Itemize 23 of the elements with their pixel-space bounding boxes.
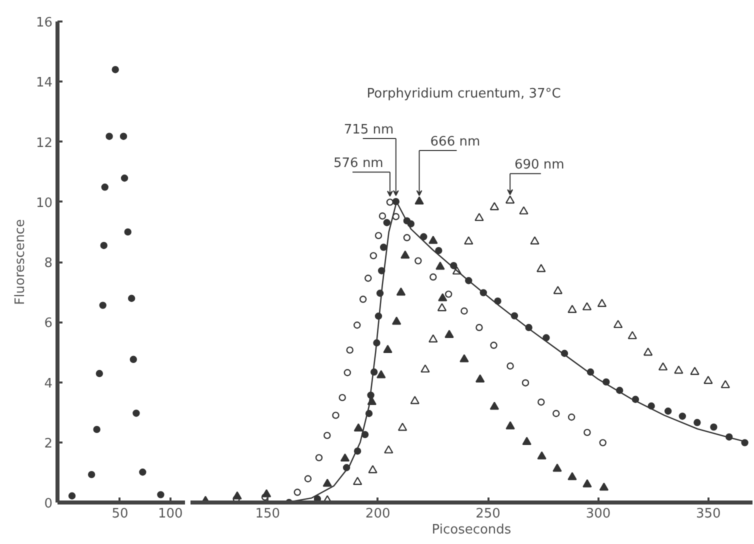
annotation: 666 nm: [430, 134, 480, 150]
y-tick-label: 16: [36, 16, 53, 30]
annotation: 576 nm: [333, 156, 384, 172]
annotation: 715 nm: [344, 122, 394, 138]
x-axis-title: Picoseconds: [432, 522, 512, 538]
y-tick-label: 10: [36, 196, 53, 211]
y-tick-label: 14: [36, 76, 53, 91]
x-tick-label: 250: [476, 506, 500, 522]
y-tick-label: 6: [44, 316, 53, 332]
y-tick-label: 2: [44, 436, 53, 452]
x-tick-label: 100: [158, 506, 183, 522]
x-tick-label: 200: [365, 506, 390, 522]
x-tick-label: 350: [696, 506, 721, 522]
y-tick-label: 8: [44, 256, 53, 271]
y-axis-title: Fluorescence: [12, 219, 28, 305]
y-tick-label: 4: [44, 376, 53, 392]
y-tick-label: 0: [44, 496, 53, 512]
y-tick-label: 12: [36, 136, 53, 151]
x-tick-label: 300: [586, 506, 611, 522]
x-tick-label: 50: [112, 506, 128, 522]
x-tick-label: 150: [255, 506, 280, 522]
text: Porphyridium cruentum, 37°C: [366, 86, 561, 102]
annotation: 690 nm: [514, 158, 564, 173]
